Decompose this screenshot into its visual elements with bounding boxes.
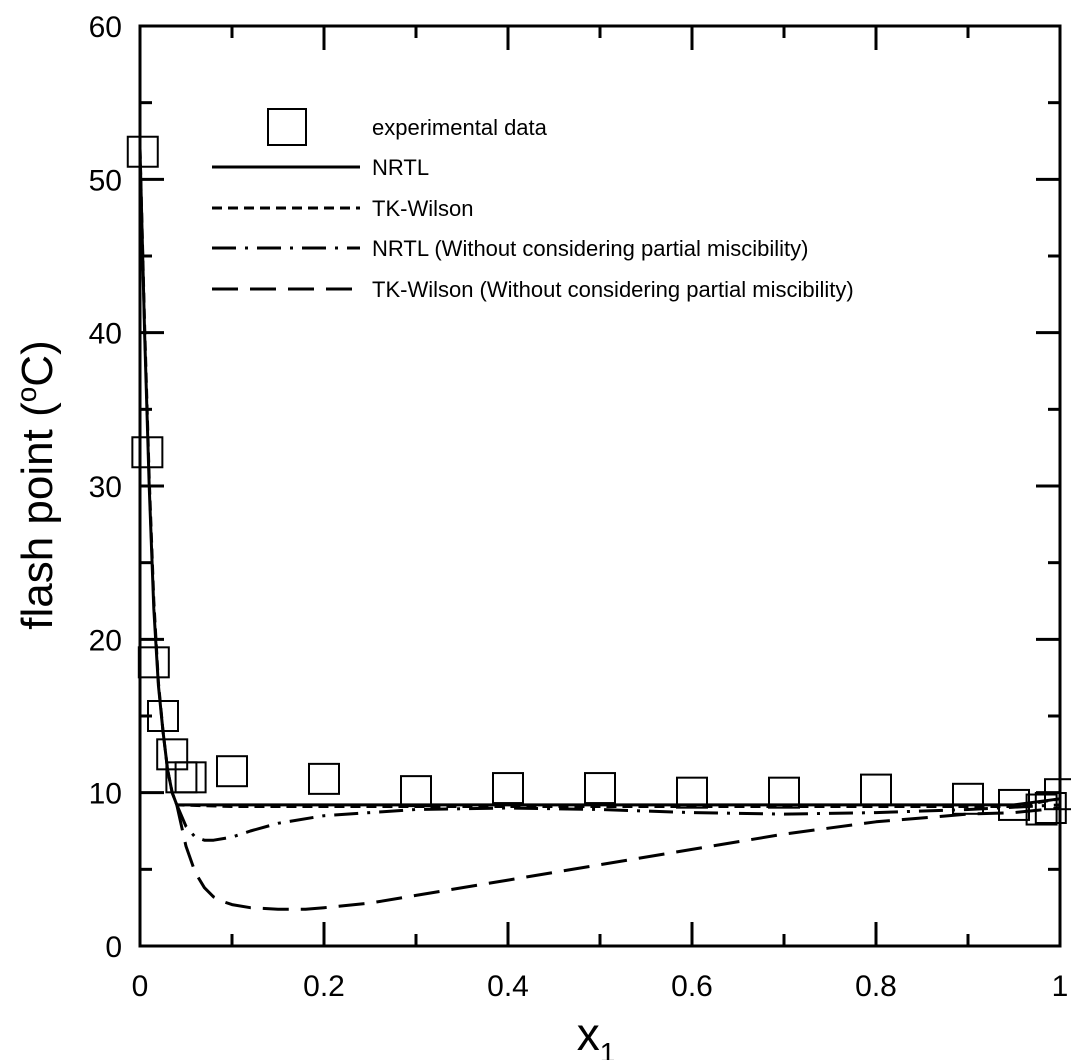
data-point-marker bbox=[216, 755, 248, 788]
data-point-marker bbox=[156, 738, 189, 771]
legend-label: NRTL (Without considering partial miscib… bbox=[372, 236, 808, 261]
y-tick-label: 60 bbox=[89, 11, 122, 44]
data-point-marker bbox=[1034, 792, 1067, 824]
series-line-short-dash bbox=[138, 148, 1061, 808]
x-tick-label: 0 bbox=[132, 970, 149, 1003]
legend-label: experimental data bbox=[372, 115, 548, 140]
series-layer bbox=[138, 148, 1061, 911]
data-point-marker bbox=[584, 772, 616, 805]
series-line-dash-dot bbox=[175, 803, 1061, 842]
y-tick-label: 20 bbox=[89, 624, 122, 657]
experimental-markers bbox=[126, 135, 1071, 826]
y-tick-label: 30 bbox=[89, 471, 122, 504]
y-tick-label: 50 bbox=[89, 164, 122, 197]
legend-label: NRTL bbox=[372, 155, 429, 180]
y-tick-label: 0 bbox=[105, 931, 122, 964]
data-point-marker bbox=[308, 762, 340, 795]
data-point-marker bbox=[137, 646, 170, 679]
data-point-marker bbox=[676, 776, 708, 809]
x-tick-label: 0.4 bbox=[487, 970, 529, 1003]
legend-label: TK-Wilson bbox=[372, 196, 473, 221]
data-point-marker bbox=[174, 761, 207, 794]
data-point-marker bbox=[126, 135, 159, 168]
series-line-solid bbox=[138, 148, 1061, 807]
y-tick-label: 40 bbox=[89, 318, 122, 351]
y-tick-label: 10 bbox=[89, 778, 122, 811]
data-point-marker bbox=[131, 436, 164, 469]
data-point-marker bbox=[400, 775, 432, 808]
legend-swatch-marker bbox=[267, 108, 307, 146]
plot-frame bbox=[138, 24, 1062, 948]
series-line-long-dash bbox=[175, 804, 1061, 911]
data-point-marker bbox=[860, 773, 892, 806]
legend-label: TK-Wilson (Without considering partial m… bbox=[372, 277, 854, 302]
x-axis-label: x1 bbox=[577, 1008, 616, 1060]
data-point-marker bbox=[768, 776, 800, 809]
x-tick-label: 0.2 bbox=[303, 970, 345, 1003]
legend: experimental data NRTL TK-Wilson NRTL (With… bbox=[212, 108, 854, 302]
data-point-marker bbox=[492, 772, 524, 805]
data-point-marker bbox=[147, 700, 179, 732]
x-tick-label: 0.6 bbox=[671, 970, 713, 1003]
x-tick-label: 0.8 bbox=[855, 970, 897, 1003]
x-tick-label: 1 bbox=[1052, 970, 1069, 1003]
data-point-marker bbox=[952, 782, 984, 815]
data-point-marker bbox=[998, 788, 1030, 821]
y-axis-label: flash point (oC) bbox=[11, 340, 62, 629]
